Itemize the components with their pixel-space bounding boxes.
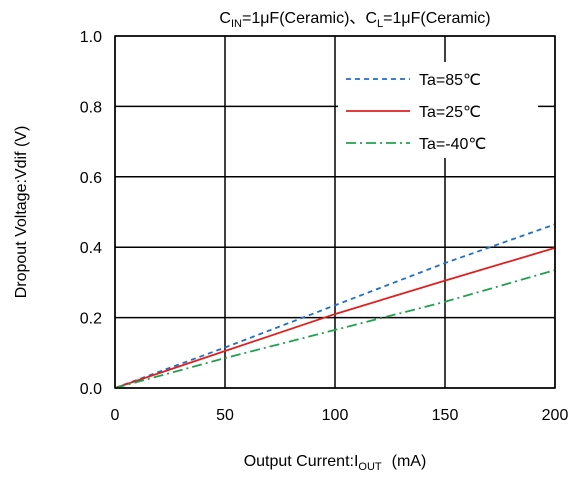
legend-label: Ta=25℃ <box>419 104 481 121</box>
legend-background <box>338 62 538 158</box>
title-separator: 、 <box>349 10 365 27</box>
y-tick-label: 0.4 <box>80 240 102 257</box>
plot-frame <box>114 35 556 389</box>
y-tick-label: 0.2 <box>80 311 102 328</box>
title-cl-prefix: C <box>365 10 377 27</box>
legend-label: Ta=85℃ <box>419 72 481 89</box>
x-axis-label: Output Current:IOUT (mA) <box>244 453 427 473</box>
title-cin-sub: IN <box>231 18 242 30</box>
y-axis-label: Dropout Voltage:Vdif (V) <box>13 126 30 299</box>
x-tick-label: 50 <box>216 407 234 424</box>
x-tick-label: 100 <box>322 407 349 424</box>
series-line <box>114 247 556 389</box>
legend: Ta=85℃ Ta=25℃ Ta=-40℃ <box>338 62 538 158</box>
title-cin-value: =1μF(Ceramic) <box>242 10 349 27</box>
series-line <box>114 223 556 389</box>
x-tick-label: 150 <box>432 407 459 424</box>
series-line <box>114 269 556 389</box>
y-tick-label: 1.0 <box>80 29 102 46</box>
y-tick-label: 0.8 <box>80 99 102 116</box>
x-axis-label-text: Output Current:I <box>244 453 359 470</box>
tick-label-layer: 0 50 100 150 200 0.0 0.2 0.4 0.6 0.8 1.0 <box>80 29 569 424</box>
y-tick-label: 0.6 <box>80 170 102 187</box>
x-axis-label-sub: OUT <box>358 461 382 473</box>
x-tick-label: 0 <box>111 407 120 424</box>
y-tick-label: 0.0 <box>80 381 102 398</box>
legend-label: Ta=-40℃ <box>419 136 486 153</box>
chart-title: CIN=1μF(Ceramic)、CL=1μF(Ceramic) <box>219 10 490 30</box>
title-cl-sub: L <box>377 18 383 30</box>
x-axis-label-unit: (mA) <box>392 453 427 470</box>
x-tick-label: 200 <box>542 407 569 424</box>
title-cin-prefix: C <box>219 10 231 27</box>
series-layer <box>114 223 556 389</box>
title-cl-value: =1μF(Ceramic) <box>383 10 490 27</box>
